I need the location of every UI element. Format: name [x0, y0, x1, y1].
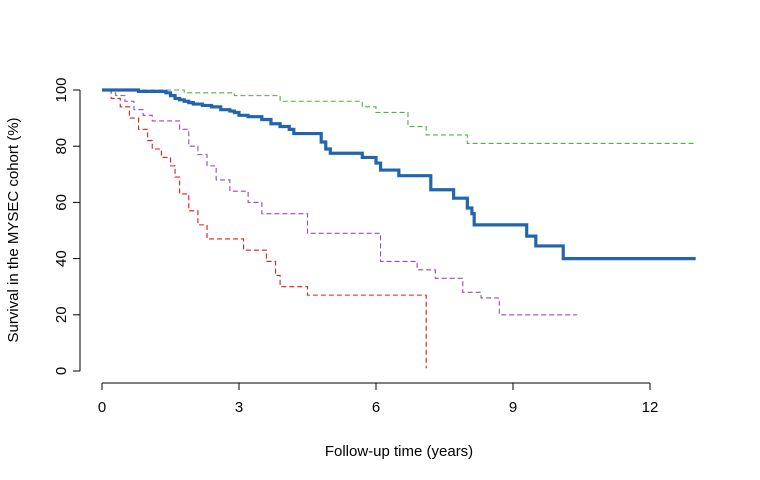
- y-tick-label: 80: [53, 138, 70, 155]
- survival-curve-2: [102, 89, 696, 144]
- axis-layer: 0 3 6 9 12 0 20 40 60 80 100: [53, 77, 658, 416]
- series-layer: [102, 88, 696, 369]
- x-tick-label: 6: [372, 399, 380, 416]
- survival-curve-3: [102, 89, 577, 316]
- y-tick-label: 20: [53, 306, 70, 323]
- x-axis-title: Follow-up time (years): [325, 443, 473, 460]
- y-tick-label: 100: [53, 77, 70, 102]
- survival-curve-4: [102, 89, 427, 369]
- y-tick-label: 0: [53, 367, 70, 375]
- x-ticks: 0 3 6 9 12: [98, 383, 659, 416]
- x-tick-label: 9: [509, 399, 517, 416]
- x-tick-label: 3: [235, 399, 243, 416]
- y-tick-label: 60: [53, 194, 70, 211]
- y-axis-title: Survival in the MYSEC cohort (%): [5, 117, 22, 342]
- y-tick-label: 40: [53, 250, 70, 267]
- x-tick-label: 12: [642, 399, 659, 416]
- x-tick-label: 0: [98, 399, 106, 416]
- survival-curve-1: [102, 88, 696, 261]
- y-ticks: 0 20 40 60 80 100: [53, 77, 80, 375]
